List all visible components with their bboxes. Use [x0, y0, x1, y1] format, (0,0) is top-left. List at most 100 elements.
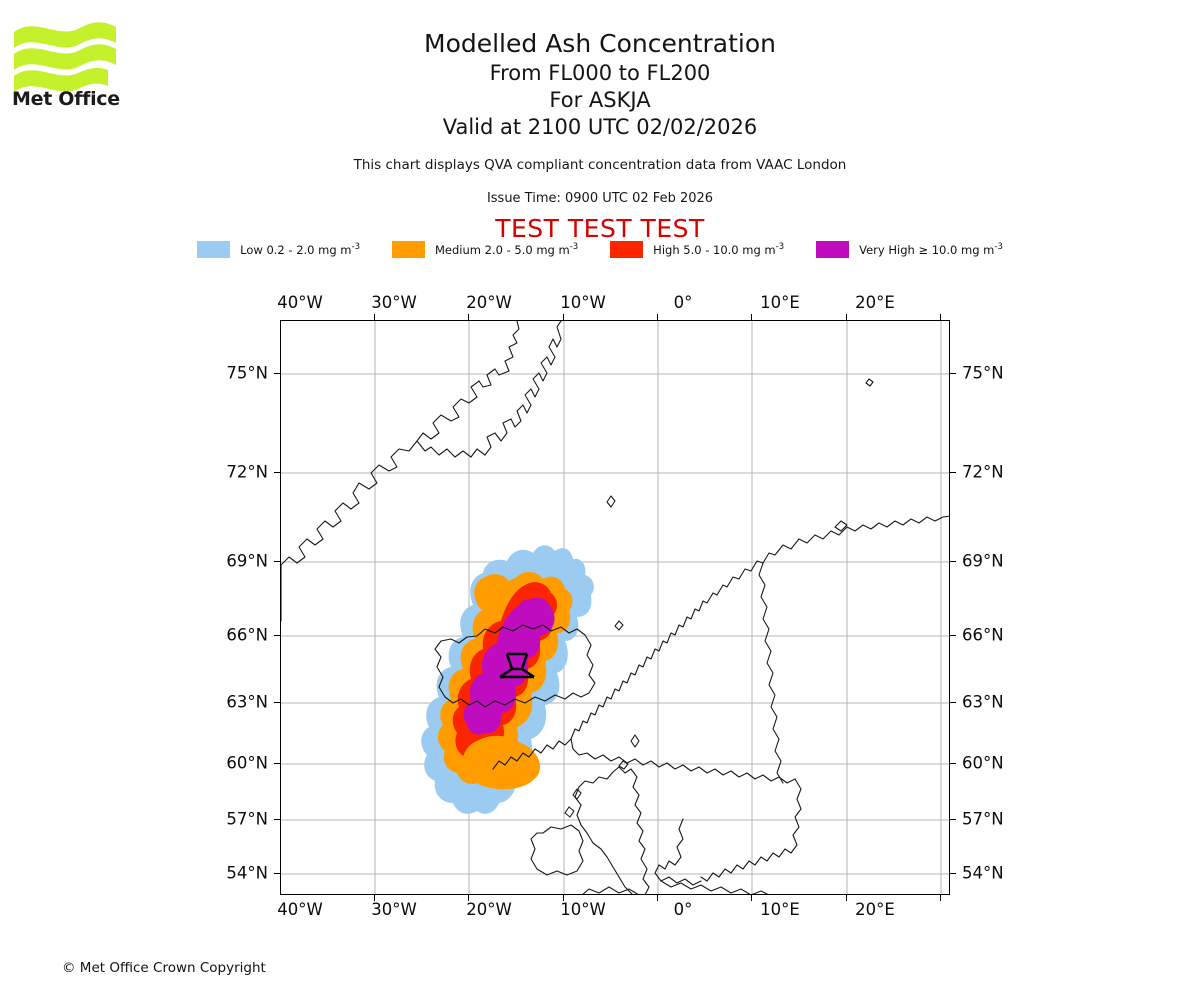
lon-label-bottom-2: 20°W	[466, 900, 512, 919]
coastline-iceland	[434, 624, 596, 708]
tick-bottom-0	[374, 895, 376, 901]
issue-time: Issue Time: 0900 UTC 02 Feb 2026	[486, 191, 714, 206]
lat-label-right-4: 63°N	[962, 692, 1004, 712]
tick-top-6	[940, 314, 942, 320]
legend-label-high: High 5.0 - 10.0 mg m-3	[653, 241, 785, 257]
lon-label-top-0: 40°W	[277, 293, 323, 312]
lat-label-left-4: 63°N	[226, 692, 268, 712]
lon-label-bottom-0: 40°W	[277, 900, 323, 919]
lat-label-right-6: 57°N	[962, 809, 1004, 829]
concentration-legend: Low 0.2 - 2.0 mg m-3 Medium 2.0 - 5.0 mg…	[0, 241, 1200, 258]
lat-label-left-6: 57°N	[226, 809, 268, 829]
tick-bottom-5	[846, 895, 848, 901]
coastline-ireland	[530, 824, 584, 876]
tick-bottom-3	[657, 895, 659, 901]
coastline-hebrides-2	[564, 806, 575, 818]
coastlines	[281, 321, 949, 894]
coastline-north-sea-bottom	[582, 886, 639, 894]
lat-label-right-3: 66°N	[962, 625, 1004, 645]
coastline-greenland-lower	[281, 440, 418, 622]
lon-label-bottom-1: 30°W	[371, 900, 417, 919]
map-plot-area	[280, 320, 950, 895]
legend-label-very-high: Very High ≥ 10.0 mg m-3	[859, 241, 1003, 257]
lat-label-right-7: 54°N	[962, 863, 1004, 883]
coastline-hebrides	[572, 788, 582, 800]
lat-label-left-5: 60°N	[226, 753, 268, 773]
legend-label-medium: Medium 2.0 - 5.0 mg m-3	[434, 241, 579, 257]
tick-left-4	[274, 702, 280, 704]
tick-left-1	[274, 472, 280, 474]
coastline-small-isle	[614, 620, 624, 631]
lon-label-bottom-6: 20°E	[855, 900, 895, 919]
lon-label-top-1: 30°W	[371, 293, 417, 312]
flight-level-range: From FL000 to FL200	[489, 61, 711, 85]
tick-top-4	[751, 314, 753, 320]
coastline-norway-west	[492, 738, 572, 770]
coastline-jan-mayen	[865, 378, 874, 387]
coastline-continental-europe	[660, 880, 769, 894]
tick-left-6	[274, 819, 280, 821]
coastline-scandinavia-inland	[758, 562, 784, 784]
tick-right-7	[950, 873, 956, 875]
legend-swatch-very-high	[816, 241, 850, 258]
coastline-faroes	[606, 495, 616, 508]
tick-right-4	[950, 702, 956, 704]
coastline-baltic	[700, 778, 802, 882]
lat-label-right-1: 72°N	[962, 462, 1004, 482]
lon-label-bottom-3: 10°W	[560, 900, 606, 919]
tick-left-7	[274, 873, 280, 875]
map-gridlines	[281, 321, 949, 894]
test-banner: TEST TEST TEST	[495, 214, 705, 243]
lat-label-right-0: 75°N	[962, 363, 1004, 383]
lat-label-right-5: 60°N	[962, 753, 1004, 773]
tick-top-5	[846, 314, 848, 320]
met-office-waves-icon	[14, 22, 116, 92]
lat-label-left-1: 72°N	[226, 462, 268, 482]
tick-right-5	[950, 763, 956, 765]
coastline-shetland	[630, 734, 640, 748]
legend-item-high: High 5.0 - 10.0 mg m-3	[610, 241, 784, 258]
tick-right-3	[950, 635, 956, 637]
plume-band-medium-lobe	[474, 574, 513, 612]
lon-label-top-4: 0°	[673, 293, 693, 312]
chart-title-block: Modelled Ash Concentration From FL000 to…	[0, 28, 1200, 141]
lon-label-top-5: 10°E	[760, 293, 800, 312]
lon-label-bottom-5: 10°E	[760, 900, 800, 919]
legend-swatch-low	[197, 241, 231, 258]
coastline-greenland	[416, 321, 562, 458]
lat-label-left-3: 66°N	[226, 625, 268, 645]
lat-label-right-2: 69°N	[962, 551, 1004, 571]
lon-label-top-2: 20°W	[466, 293, 512, 312]
copyright-notice: © Met Office Crown Copyright	[62, 960, 266, 976]
legend-item-medium: Medium 2.0 - 5.0 mg m-3	[391, 241, 579, 258]
legend-swatch-high	[610, 241, 644, 258]
lon-label-top-3: 10°W	[560, 293, 606, 312]
tick-bottom-2	[563, 895, 565, 901]
tick-right-0	[950, 373, 956, 375]
tick-bottom-6	[940, 895, 942, 901]
map-canvas	[281, 321, 949, 894]
tick-right-1	[950, 472, 956, 474]
lon-label-top-6: 20°E	[855, 293, 895, 312]
tick-bottom-1	[468, 895, 470, 901]
coastline-denmark	[654, 818, 702, 886]
valid-time: Valid at 2100 UTC 02/02/2026	[442, 115, 758, 139]
coastline-great-britain	[574, 766, 650, 894]
legend-label-low: Low 0.2 - 2.0 mg m-3	[240, 241, 360, 257]
coastline-nw-isles	[834, 520, 848, 532]
lat-label-left-0: 75°N	[226, 363, 268, 383]
legend-item-low: Low 0.2 - 2.0 mg m-3	[197, 241, 360, 258]
tick-top-3	[657, 314, 659, 320]
tick-left-3	[274, 635, 280, 637]
tick-bottom-4	[751, 895, 753, 901]
page-title: Modelled Ash Concentration	[424, 29, 776, 58]
tick-top-2	[563, 314, 565, 320]
tick-left-5	[274, 763, 280, 765]
lon-label-bottom-4: 0°	[673, 900, 693, 919]
tick-top-1	[468, 314, 470, 320]
ash-plume-contours	[421, 545, 594, 814]
lat-label-left-2: 69°N	[226, 551, 268, 571]
tick-left-2	[274, 561, 280, 563]
qva-compliance-note: This chart displays QVA compliant concen…	[353, 157, 847, 173]
coastline-scandinavia	[570, 515, 949, 784]
